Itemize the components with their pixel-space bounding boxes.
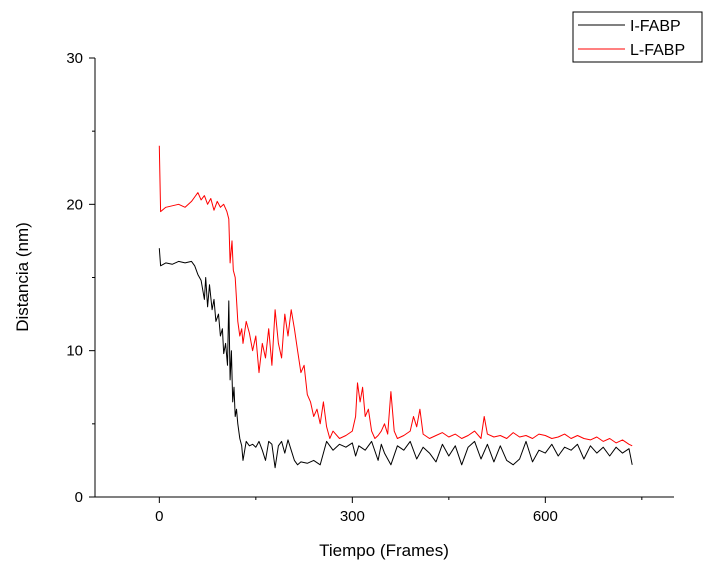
legend-box <box>572 11 703 63</box>
series-line-l-fabp <box>158 145 633 447</box>
x-tick-label: 600 <box>533 508 558 525</box>
legend-label-i-fabp: I-FABP <box>630 18 681 35</box>
y-axis-title: Distancia (nm) <box>13 222 32 332</box>
plot-lines <box>158 145 633 469</box>
legend: I-FABP L-FABP <box>572 11 703 63</box>
y-tick-label: 30 <box>66 50 83 67</box>
legend-label-l-fabp: L-FABP <box>630 42 685 59</box>
y-tick-label: 20 <box>66 196 83 213</box>
y-ticks: 0 10 20 30 <box>66 50 95 506</box>
x-tick-label: 0 <box>155 508 163 525</box>
x-tick-label: 300 <box>340 508 365 525</box>
y-tick-label: 10 <box>66 343 83 360</box>
x-ticks: 0 300 600 <box>155 497 643 525</box>
x-axis-title: Tiempo (Frames) <box>319 541 449 560</box>
y-tick-label: 0 <box>75 489 83 506</box>
series-line-i-fabp <box>158 248 633 469</box>
